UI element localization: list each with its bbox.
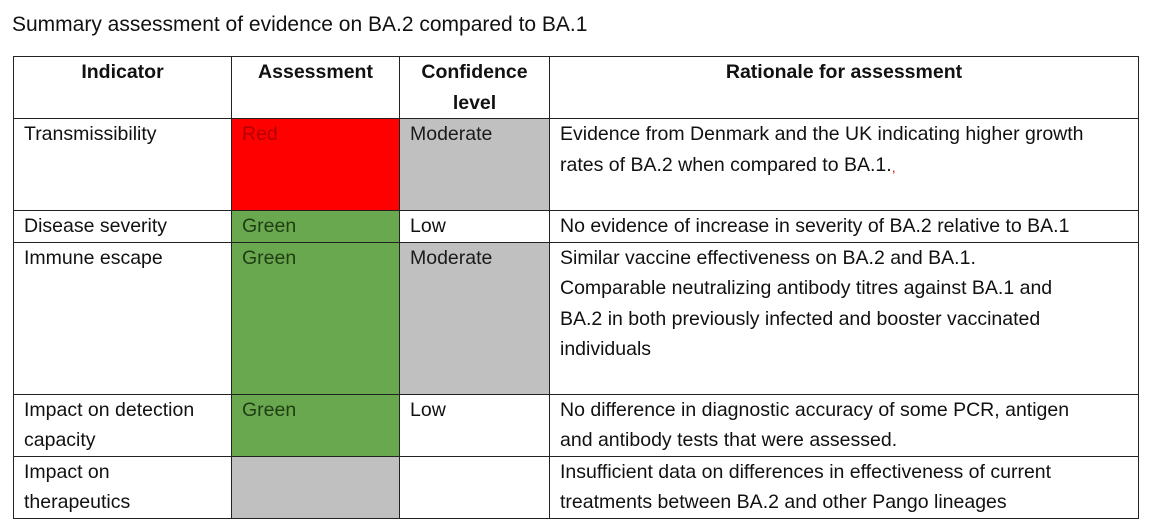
indicator-text: Transmissibility: [24, 123, 157, 145]
header-indicator: Indicator: [13, 56, 232, 119]
indicator-cell: Transmissibility: [13, 118, 232, 211]
rationale-line: and antibody tests that were assessed.: [560, 429, 898, 451]
assessment-cell: Green: [231, 393, 400, 457]
table-row-detection-capacity: Impact on detection capacity Green Low N…: [13, 393, 1139, 457]
indicator-text: Impact on: [24, 460, 110, 483]
header-confidence-line1: Confidence: [421, 61, 528, 83]
confidence-cell: [399, 455, 550, 519]
indicator-text: Disease severity: [24, 215, 168, 237]
indicator-text: Impact on detection: [24, 398, 195, 421]
indicator-cell: Impact on detection capacity: [13, 393, 232, 457]
table-row-transmissibility: Transmissibility Red Moderate Evidence f…: [13, 118, 1139, 211]
rationale-line: Evidence from Denmark and the UK indicat…: [560, 123, 1084, 145]
rationale-line-with-mark: rates of BA.2 when compared to BA.1.,: [560, 150, 1138, 183]
rationale-cell: Insufficient data on differences in effe…: [549, 455, 1139, 519]
rationale-line: Insufficient data on differences in effe…: [560, 460, 1052, 483]
rationale-line: BA.2 in both previously infected and boo…: [560, 307, 1041, 330]
assessment-cell: Green: [231, 241, 400, 395]
confidence-cell: Low: [399, 393, 550, 457]
indicator-cell: Disease severity: [13, 210, 232, 243]
table-row-disease-severity: Disease severity Green Low No evidence o…: [13, 210, 1139, 243]
indicator-text: Immune escape: [24, 246, 163, 269]
rationale-line: treatments between BA.2 and other Pango …: [560, 491, 1007, 513]
tracked-change-mark: ,: [891, 158, 896, 175]
indicator-text: therapeutics: [24, 491, 131, 513]
indicator-cell: Immune escape: [13, 241, 232, 395]
confidence-cell: Moderate: [399, 118, 550, 211]
rationale-line: individuals: [560, 338, 652, 360]
assessment-cell: [231, 455, 400, 519]
rationale-line: No difference in diagnostic accuracy of …: [560, 398, 1070, 421]
rationale-cell: No evidence of increase in severity of B…: [549, 210, 1139, 243]
assessment-table: Indicator Assessment Confidence level Ra…: [13, 56, 1139, 519]
rationale-line: rates of BA.2 when compared to BA.1.: [560, 153, 892, 176]
indicator-cell: Impact on therapeutics: [13, 455, 232, 519]
indicator-text: capacity: [24, 429, 96, 451]
header-confidence-level: Confidence level: [399, 56, 550, 119]
table-row-immune-escape: Immune escape Green Moderate Similar vac…: [13, 241, 1139, 395]
rationale-cell: Evidence from Denmark and the UK indicat…: [549, 118, 1139, 211]
rationale-line: No evidence of increase in severity of B…: [560, 215, 1070, 237]
confidence-cell: Low: [399, 210, 550, 243]
assessment-cell: Red: [231, 118, 400, 211]
header-assessment: Assessment: [231, 56, 400, 119]
rationale-line: Comparable neutralizing antibody titres …: [560, 277, 1053, 299]
table-row-therapeutics: Impact on therapeutics Insufficient data…: [13, 455, 1139, 519]
header-confidence-line2: level: [452, 91, 497, 114]
rationale-cell: No difference in diagnostic accuracy of …: [549, 393, 1139, 457]
assessment-cell: Green: [231, 210, 400, 243]
table-header-row: Indicator Assessment Confidence level Ra…: [13, 56, 1139, 119]
rationale-line: Similar vaccine effectiveness on BA.2 an…: [560, 246, 976, 269]
rationale-cell: Similar vaccine effectiveness on BA.2 an…: [549, 241, 1139, 395]
page-title: Summary assessment of evidence on BA.2 c…: [12, 13, 588, 36]
header-rationale: Rationale for assessment: [549, 56, 1139, 119]
confidence-cell: Moderate: [399, 241, 550, 395]
